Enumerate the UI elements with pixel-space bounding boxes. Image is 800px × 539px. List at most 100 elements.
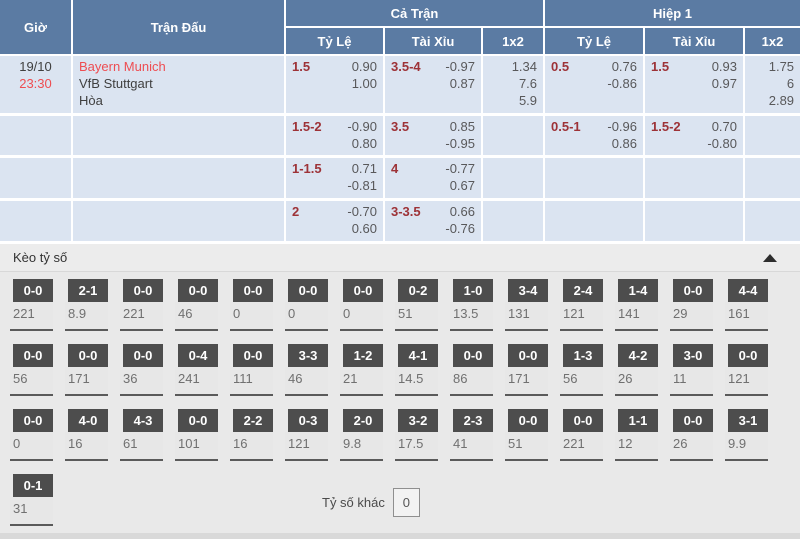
ft-1x2-cell[interactable]: [483, 201, 546, 245]
odds-value[interactable]: 0.90: [351, 59, 377, 74]
score-odds-cell[interactable]: 3-3 46: [285, 344, 328, 397]
h1-handicap-cell[interactable]: 0.5 0.76 -0.86: [545, 56, 646, 116]
ft-1x2-cell[interactable]: [483, 115, 546, 159]
odds-value[interactable]: -0.97: [445, 59, 475, 74]
odds-value[interactable]: 6: [786, 75, 795, 91]
odds-value[interactable]: -0.86: [607, 75, 638, 91]
score-odds-cell[interactable]: 0-0 0: [340, 279, 383, 332]
h1-overunder-cell[interactable]: 1.5-2 0.70 -0.80: [645, 115, 746, 159]
odds-value[interactable]: 0.85: [449, 118, 475, 134]
odds-value[interactable]: -0.80: [707, 135, 738, 151]
h1-1x2-cell[interactable]: [745, 201, 800, 245]
score-odds-cell[interactable]: 0-0 221: [120, 279, 163, 332]
score-odds-cell[interactable]: 4-1 14.5: [395, 344, 438, 397]
score-odds-cell[interactable]: 1-0 13.5: [450, 279, 493, 332]
score-odds-cell[interactable]: 2-2 16: [230, 409, 273, 462]
score-odds-cell[interactable]: 0-0 221: [560, 409, 603, 462]
score-label: 4-4: [728, 279, 768, 303]
score-odds-cell[interactable]: 0-0 0: [285, 279, 328, 332]
score-odds-cell[interactable]: 0-0 171: [505, 344, 548, 397]
ft-overunder-cell[interactable]: 4 -0.77 0.67: [385, 158, 483, 202]
h1-1x2-cell[interactable]: [745, 115, 800, 159]
ft-overunder-cell[interactable]: 3.5-4 -0.97 0.87: [385, 56, 483, 116]
odds-value[interactable]: 0.76: [611, 59, 638, 74]
score-odds-cell[interactable]: 0-0 86: [450, 344, 493, 397]
odds-value[interactable]: 2.89: [768, 92, 795, 108]
score-odds-cell[interactable]: 0-4 241: [175, 344, 218, 397]
score-odds-cell[interactable]: 0-0 0: [230, 279, 273, 332]
score-odds-cell[interactable]: 1-2 21: [340, 344, 383, 397]
h1-handicap-cell[interactable]: [545, 201, 646, 245]
odds-value[interactable]: 5.9: [518, 92, 538, 108]
ft-handicap-cell[interactable]: 1-1.5 0.71 -0.81: [286, 158, 385, 202]
h1-handicap-cell[interactable]: [545, 158, 646, 202]
odds-value[interactable]: 0.66: [449, 204, 475, 220]
score-odds-cell[interactable]: 0-0 51: [505, 409, 548, 462]
score-odds-cell[interactable]: 0-0 171: [65, 344, 108, 397]
score-odds-cell[interactable]: 0-0 101: [175, 409, 218, 462]
score-odds-cell[interactable]: 2-4 121: [560, 279, 603, 332]
h1-1x2-cell[interactable]: 1.75 6 2.89: [745, 56, 800, 116]
odds-value[interactable]: 1.75: [768, 59, 795, 74]
ft-1x2-cell[interactable]: [483, 158, 546, 202]
h1-overunder-cell[interactable]: [645, 201, 746, 245]
odds-value[interactable]: 7.6: [518, 75, 538, 91]
ft-1x2-cell[interactable]: 1.34 7.6 5.9: [483, 56, 546, 116]
score-odds-cell[interactable]: 3-0 11: [670, 344, 713, 397]
score-odds-cell[interactable]: 1-4 141: [615, 279, 658, 332]
score-odds-cell[interactable]: 2-3 41: [450, 409, 493, 462]
score-odds-cell[interactable]: 0-1 31: [10, 474, 53, 527]
h1-overunder-cell[interactable]: [645, 158, 746, 202]
odds-value[interactable]: 1.00: [351, 75, 377, 91]
score-odds-cell[interactable]: 4-4 161: [725, 279, 768, 332]
ft-handicap-cell[interactable]: 2 -0.70 0.60: [286, 201, 385, 245]
h1-handicap-cell[interactable]: 0.5-1 -0.96 0.86: [545, 115, 646, 159]
odds-value[interactable]: -0.95: [445, 135, 475, 151]
ft-handicap-cell[interactable]: 1.5-2 -0.90 0.80: [286, 115, 385, 159]
score-odds-cell[interactable]: 1-3 56: [560, 344, 603, 397]
odds-value[interactable]: 0.86: [611, 135, 638, 151]
ft-overunder-cell[interactable]: 3.5 0.85 -0.95: [385, 115, 483, 159]
odds-value[interactable]: 0.60: [351, 221, 377, 237]
score-odds-cell[interactable]: 3-2 17.5: [395, 409, 438, 462]
score-odds-cell[interactable]: 3-4 131: [505, 279, 548, 332]
score-odds-cell[interactable]: 4-2 26: [615, 344, 658, 397]
score-odds-cell[interactable]: 2-0 9.8: [340, 409, 383, 462]
odds-value[interactable]: -0.77: [445, 161, 475, 177]
ft-handicap-cell[interactable]: 1.5 0.90 1.00: [286, 56, 385, 116]
score-odds-cell[interactable]: 0-0 0: [10, 409, 53, 462]
odds-value[interactable]: 0.93: [711, 59, 738, 74]
score-odds-cell[interactable]: 0-0 26: [670, 409, 713, 462]
score-odds-cell[interactable]: 0-2 51: [395, 279, 438, 332]
odds-value[interactable]: 0.71: [351, 161, 377, 177]
h1-1x2-cell[interactable]: [745, 158, 800, 202]
score-odds-cell[interactable]: 1-1 12: [615, 409, 658, 462]
score-odds-cell[interactable]: 0-0 56: [10, 344, 53, 397]
odds-value[interactable]: 0.97: [711, 75, 738, 91]
odds-value[interactable]: 0.87: [449, 75, 475, 91]
odds-value[interactable]: -0.90: [347, 118, 377, 134]
score-odds-cell[interactable]: 0-3 121: [285, 409, 328, 462]
score-odds-cell[interactable]: 0-0 221: [10, 279, 53, 332]
score-odds-cell[interactable]: 4-0 16: [65, 409, 108, 462]
odds-value[interactable]: 0.67: [449, 178, 475, 194]
ft-overunder-cell[interactable]: 3-3.5 0.66 -0.76: [385, 201, 483, 245]
score-odds-cell[interactable]: 0-0 121: [725, 344, 768, 397]
score-odds-cell[interactable]: 0-0 111: [230, 344, 273, 397]
odds-value[interactable]: -0.81: [347, 178, 377, 194]
score-odds-cell[interactable]: 2-1 8.9: [65, 279, 108, 332]
h1-overunder-cell[interactable]: 1.5 0.93 0.97: [645, 56, 746, 116]
score-odds-cell[interactable]: 0-0 36: [120, 344, 163, 397]
other-score-input[interactable]: 0: [392, 488, 420, 518]
odds-value[interactable]: -0.70: [347, 204, 377, 220]
odds-value[interactable]: 0.80: [351, 135, 377, 151]
score-odds-cell[interactable]: 4-3 61: [120, 409, 163, 462]
odds-value[interactable]: 1.34: [511, 59, 538, 74]
collapse-arrow-icon[interactable]: [763, 253, 777, 262]
odds-value[interactable]: -0.96: [607, 118, 638, 134]
score-odds-cell[interactable]: 0-0 46: [175, 279, 218, 332]
odds-value[interactable]: -0.76: [445, 221, 475, 237]
odds-value[interactable]: 0.70: [711, 118, 738, 134]
score-odds-cell[interactable]: 3-1 9.9: [725, 409, 768, 462]
score-odds-cell[interactable]: 0-0 29: [670, 279, 713, 332]
